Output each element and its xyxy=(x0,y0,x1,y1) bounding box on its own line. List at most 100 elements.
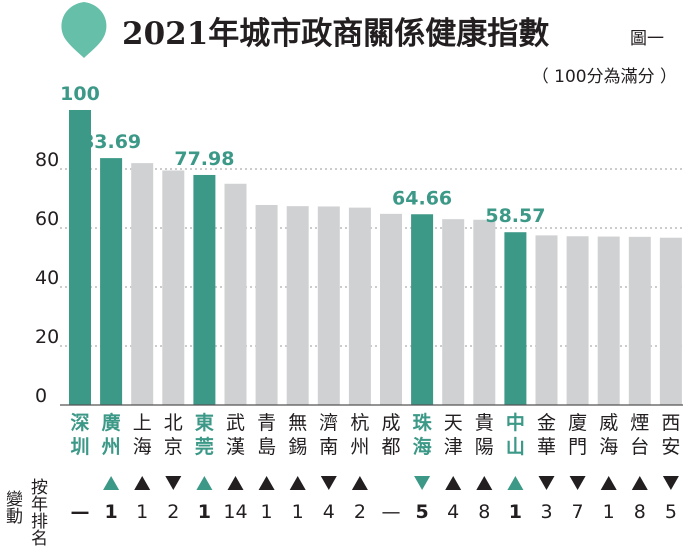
drop-icon xyxy=(61,2,107,58)
down-arrow-icon xyxy=(165,476,182,490)
rank-change-value: 7 xyxy=(572,501,584,523)
category-label-char: 廈 xyxy=(568,412,587,434)
category-label-char: 西 xyxy=(661,412,680,434)
down-arrow-icon xyxy=(320,476,337,490)
bar-3 xyxy=(162,170,185,405)
category-label-char: 南 xyxy=(319,436,338,458)
bar-1 xyxy=(100,158,123,405)
rank-change-value: 4 xyxy=(447,501,459,523)
category-label-char: 青 xyxy=(257,412,276,434)
bar-11 xyxy=(411,214,434,405)
rank-change-value: 4 xyxy=(323,501,335,523)
rank-change-value: — xyxy=(71,501,90,523)
category-label-char: 中 xyxy=(506,411,525,434)
figure-label: 圖一 xyxy=(630,29,664,49)
category-label-char: 成 xyxy=(381,412,400,434)
side-label-change: 變動 xyxy=(2,490,23,525)
bar-17 xyxy=(597,236,620,405)
category-label-char: 威 xyxy=(599,412,618,434)
rank-change-value: — xyxy=(382,501,401,523)
category-label-char: 安 xyxy=(661,436,680,458)
rank-change-value: 3 xyxy=(540,501,552,523)
category-label-char: 天 xyxy=(444,412,463,434)
rank-change-value: 1 xyxy=(261,501,273,523)
value-label: 77.98 xyxy=(174,148,234,170)
rank-change-value: 1 xyxy=(509,501,522,523)
rank-change-value: 2 xyxy=(167,501,179,523)
rank-changes: —1 1 2 1 14 1 1 4 2—5 4 8 1 3 7 1 8 5 xyxy=(71,476,679,523)
category-label-char: 錫 xyxy=(288,436,307,458)
up-arrow-icon xyxy=(445,476,462,490)
bar-2 xyxy=(131,163,154,405)
category-label-char: 華 xyxy=(537,436,556,458)
bar-19 xyxy=(659,237,682,405)
bar-0 xyxy=(69,110,91,405)
up-arrow-icon xyxy=(289,476,306,490)
up-arrow-icon xyxy=(227,476,244,490)
category-label-char: 金 xyxy=(537,412,556,434)
up-arrow-icon xyxy=(476,476,493,490)
bar-16 xyxy=(566,236,589,405)
rank-change-value: 5 xyxy=(415,501,428,523)
up-arrow-icon xyxy=(258,476,275,490)
bar-15 xyxy=(535,235,558,405)
y-axis-ticks: 0 20 40 60 80 xyxy=(35,149,59,407)
category-label-char: 深 xyxy=(70,411,89,434)
value-label: 58.57 xyxy=(485,205,545,227)
bar-12 xyxy=(442,219,465,405)
bar-8 xyxy=(317,206,340,405)
rank-change-value: 1 xyxy=(198,501,211,523)
category-label-char: 漢 xyxy=(226,436,245,458)
y-tick-label: 80 xyxy=(35,149,59,171)
rank-change-value: 5 xyxy=(665,501,677,523)
bar-10 xyxy=(380,213,402,405)
category-label-char: 北 xyxy=(164,412,183,434)
side-label-rank: 按年排名 xyxy=(27,478,48,546)
down-arrow-icon xyxy=(569,476,586,490)
bar-6 xyxy=(255,204,278,405)
rank-change-value: 1 xyxy=(136,501,148,523)
category-label-char: 濟 xyxy=(319,412,338,434)
rank-change-value: 1 xyxy=(104,501,117,523)
category-label-char: 珠 xyxy=(413,411,433,434)
category-label-char: 門 xyxy=(568,436,587,458)
category-label-char: 杭 xyxy=(350,412,369,434)
category-label-char: 台 xyxy=(630,436,649,458)
y-tick-label: 60 xyxy=(35,208,59,230)
y-tick-label: 40 xyxy=(35,267,59,289)
category-label-char: 上 xyxy=(133,412,152,434)
bar-5 xyxy=(224,183,247,405)
up-arrow-icon xyxy=(134,476,151,490)
bar-9 xyxy=(348,207,371,405)
category-label-char: 島 xyxy=(257,436,276,458)
category-label-char: 無 xyxy=(288,412,307,434)
bars xyxy=(69,110,682,405)
rank-change-value: 14 xyxy=(223,501,247,523)
category-label-char: 州 xyxy=(350,436,369,458)
category-label-char: 海 xyxy=(599,436,618,458)
category-label-char: 貴 xyxy=(475,412,494,434)
up-arrow-icon xyxy=(196,476,213,490)
category-label-char: 州 xyxy=(102,436,121,458)
chart-title: 2021年城市政商關係健康指數 xyxy=(122,16,549,52)
value-labels: 100 83.69 77.98 64.66 58.57 xyxy=(60,83,545,227)
category-label-char: 都 xyxy=(381,436,400,458)
up-arrow-icon xyxy=(600,476,617,490)
category-label-char: 京 xyxy=(164,436,183,458)
gridlines xyxy=(60,168,683,347)
bar-13 xyxy=(473,219,496,405)
rank-change-value: 8 xyxy=(634,501,646,523)
up-arrow-icon xyxy=(507,476,524,490)
category-label-char: 陽 xyxy=(475,436,494,458)
category-label-char: 廣 xyxy=(102,411,121,434)
up-arrow-icon xyxy=(103,476,120,490)
up-arrow-icon xyxy=(351,476,368,490)
category-label-char: 山 xyxy=(506,436,525,458)
bar-18 xyxy=(628,236,651,405)
rank-change-value: 2 xyxy=(354,501,366,523)
category-label-char: 圳 xyxy=(70,436,89,458)
category-label-char: 武 xyxy=(226,412,245,434)
chart-subtitle: （ 100分為滿分 ） xyxy=(532,67,677,87)
value-label: 100 xyxy=(60,83,100,105)
